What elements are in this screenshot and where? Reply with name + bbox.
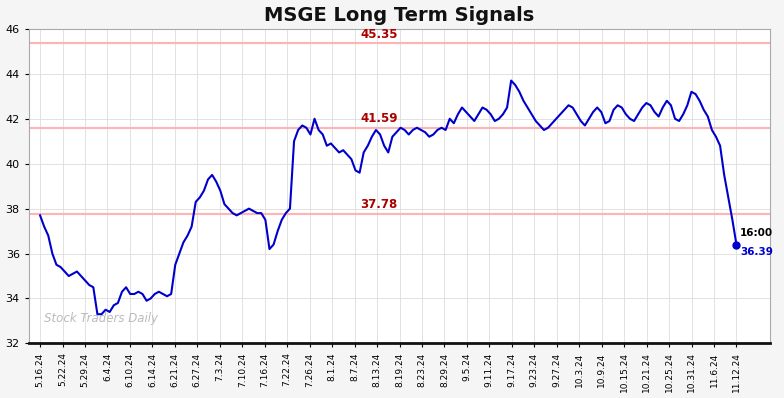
Text: 37.78: 37.78 [361,198,397,211]
Text: 36.39: 36.39 [740,247,773,257]
Text: 41.59: 41.59 [361,112,398,125]
Title: MSGE Long Term Signals: MSGE Long Term Signals [264,6,535,25]
Text: 45.35: 45.35 [361,28,398,41]
Text: Stock Traders Daily: Stock Traders Daily [44,312,158,324]
Text: 16:00: 16:00 [740,228,773,238]
